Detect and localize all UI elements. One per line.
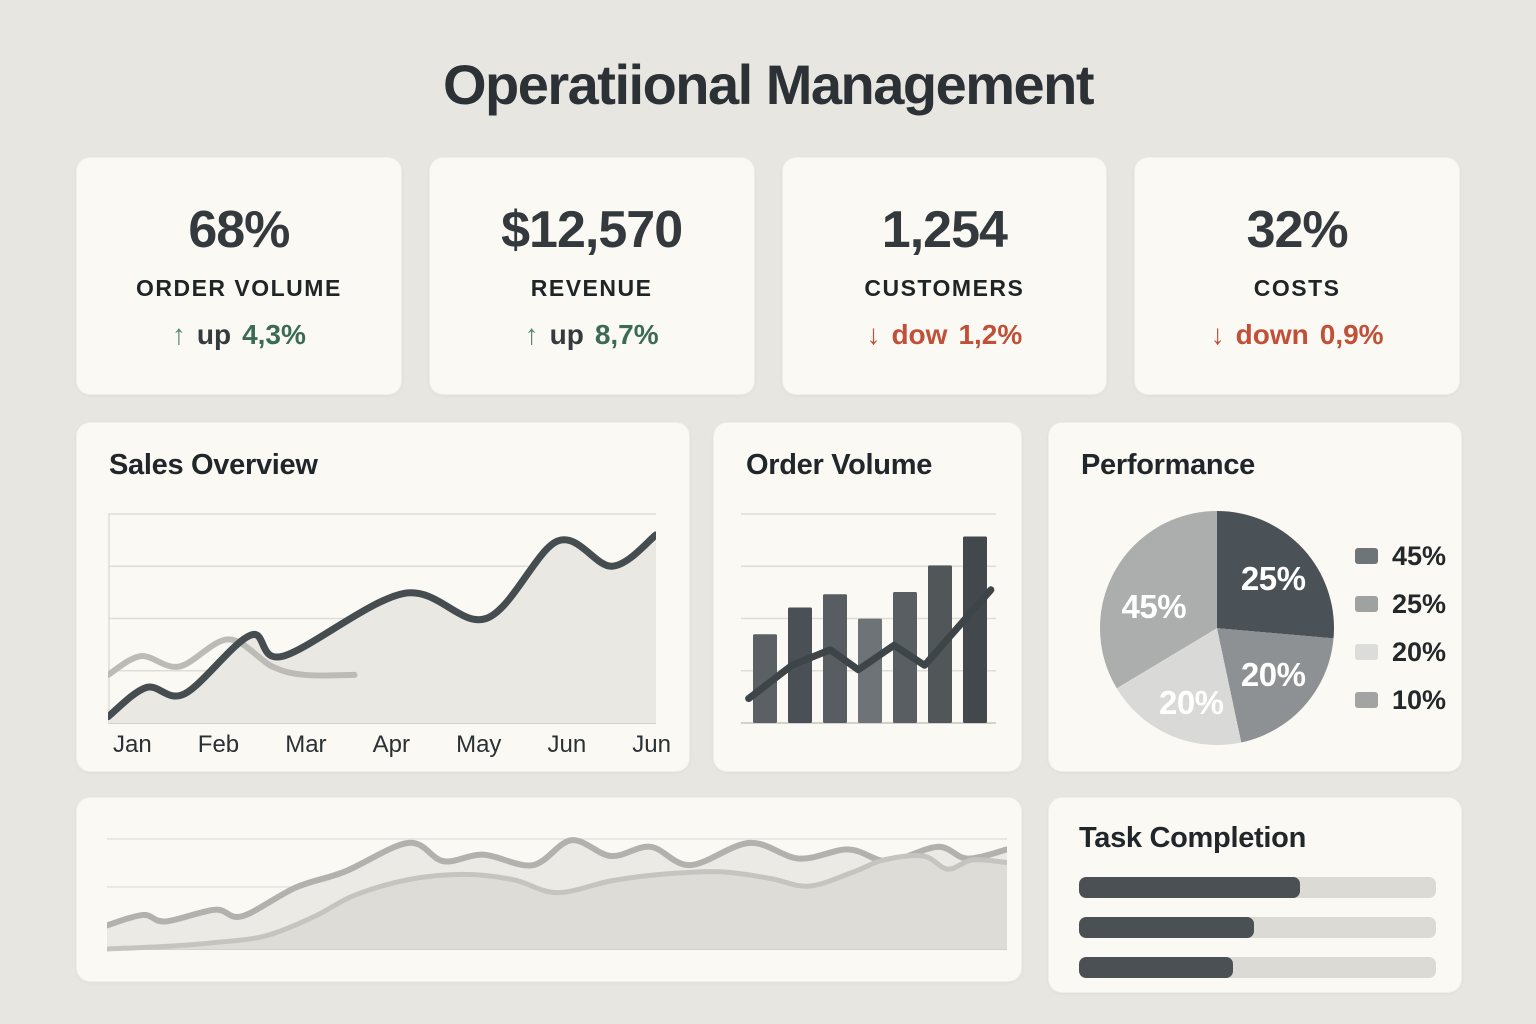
kpi-label: COSTS [1253, 274, 1341, 301]
trend-value: 0,9% [1319, 318, 1384, 350]
sales-overview-card: Sales Overview Jan Feb Mar Apr May Jun J… [76, 422, 690, 772]
trend-word: up [549, 318, 584, 350]
kpi-card-costs: 32% COSTS ↓ down 0,9% [1134, 157, 1460, 395]
kpi-trend: ↑ up 4,3% [171, 318, 306, 350]
trend-word: dow [891, 318, 948, 350]
progress-bar-fill [1079, 917, 1254, 938]
kpi-value: 68% [188, 200, 290, 259]
x-tick: Apr [372, 731, 410, 758]
pie-slice-label: 25% [1240, 559, 1306, 597]
trend-word: down [1235, 318, 1309, 350]
pie-slice-label: 45% [1121, 587, 1187, 625]
kpi-label: ORDER VOLUME [135, 274, 342, 301]
legend-label: 20% [1392, 636, 1447, 667]
x-tick: Mar [285, 731, 327, 758]
legend-item: 25% [1355, 589, 1446, 619]
sales-line-chart [108, 513, 656, 724]
trend-up-icon: ↑ [171, 318, 186, 350]
kpi-trend: ↑ up 8,7% [524, 318, 659, 350]
legend-swatch [1355, 548, 1378, 564]
performance-pie: 25% 20% 20% 45% [1100, 511, 1334, 745]
performance-card: Performance 25% 20% 20% 45% 45% 25% 20% 10% [1048, 422, 1462, 772]
legend-swatch [1355, 596, 1378, 612]
legend-label: 25% [1392, 588, 1447, 619]
trend-up-icon: ↑ [524, 318, 539, 350]
task-completion-card: Task Completion [1048, 797, 1462, 993]
x-axis-labels: Jan Feb Mar Apr May Jun Jun [113, 731, 671, 759]
legend-label: 10% [1392, 684, 1447, 715]
trend-strip-card [76, 797, 1022, 982]
legend-item: 45% [1355, 541, 1446, 571]
kpi-trend: ↓ dow 1,2% [866, 318, 1023, 350]
legend-item: 10% [1355, 685, 1446, 715]
kpi-card-customers: 1,254 CUSTOMERS ↓ dow 1,2% [781, 157, 1108, 395]
kpi-label: CUSTOMERS [864, 274, 1025, 301]
trend-value: 4,3% [242, 318, 306, 350]
legend-swatch [1355, 692, 1378, 708]
legend-swatch [1355, 644, 1378, 660]
kpi-row: 68% ORDER VOLUME ↑ up 4,3% $12,570 REVEN… [76, 157, 1460, 395]
order-volume-card: Order Volume [713, 422, 1022, 772]
pie-legend: 45% 25% 20% 10% [1355, 541, 1446, 715]
legend-item: 20% [1355, 637, 1446, 667]
kpi-value: 1,254 [881, 200, 1008, 259]
progress-bar-fill [1079, 877, 1301, 898]
progress-bar-track [1079, 917, 1436, 938]
kpi-card-revenue: $12,570 REVENUE ↑ up 8,7% [428, 157, 755, 395]
kpi-trend: ↓ down 0,9% [1210, 318, 1384, 350]
progress-bar-fill [1079, 957, 1233, 978]
progress-bar-track [1079, 877, 1436, 898]
legend-label: 45% [1392, 540, 1447, 571]
x-tick: Jun [632, 731, 671, 758]
trend-down-icon: ↓ [1210, 318, 1225, 350]
card-title: Order Volume [746, 449, 933, 481]
kpi-label: REVENUE [530, 274, 653, 301]
trend-value: 8,7% [594, 318, 659, 350]
page-title: Operatiional Management [442, 53, 1095, 116]
progress-bar-track [1079, 957, 1436, 978]
kpi-value: $12,570 [501, 200, 683, 259]
x-tick: May [456, 731, 502, 758]
kpi-value: 32% [1246, 200, 1349, 259]
x-tick: Jan [113, 731, 152, 758]
trend-value: 1,2% [958, 318, 1023, 350]
x-tick: Feb [197, 731, 240, 758]
trend-word: up [196, 318, 232, 350]
pie-slice-label: 20% [1240, 655, 1306, 693]
order-volume-bar-chart [741, 513, 996, 724]
x-tick: Jun [547, 731, 587, 758]
kpi-card-order-volume: 68% ORDER VOLUME ↑ up 4,3% [76, 157, 402, 395]
pie-slice-label: 20% [1158, 683, 1224, 721]
card-title: Sales Overview [109, 449, 318, 481]
trend-area-chart [107, 837, 1007, 952]
task-progress-list [1079, 877, 1436, 978]
card-title: Performance [1081, 449, 1255, 481]
trend-down-icon: ↓ [866, 318, 881, 350]
card-title: Task Completion [1079, 822, 1306, 854]
